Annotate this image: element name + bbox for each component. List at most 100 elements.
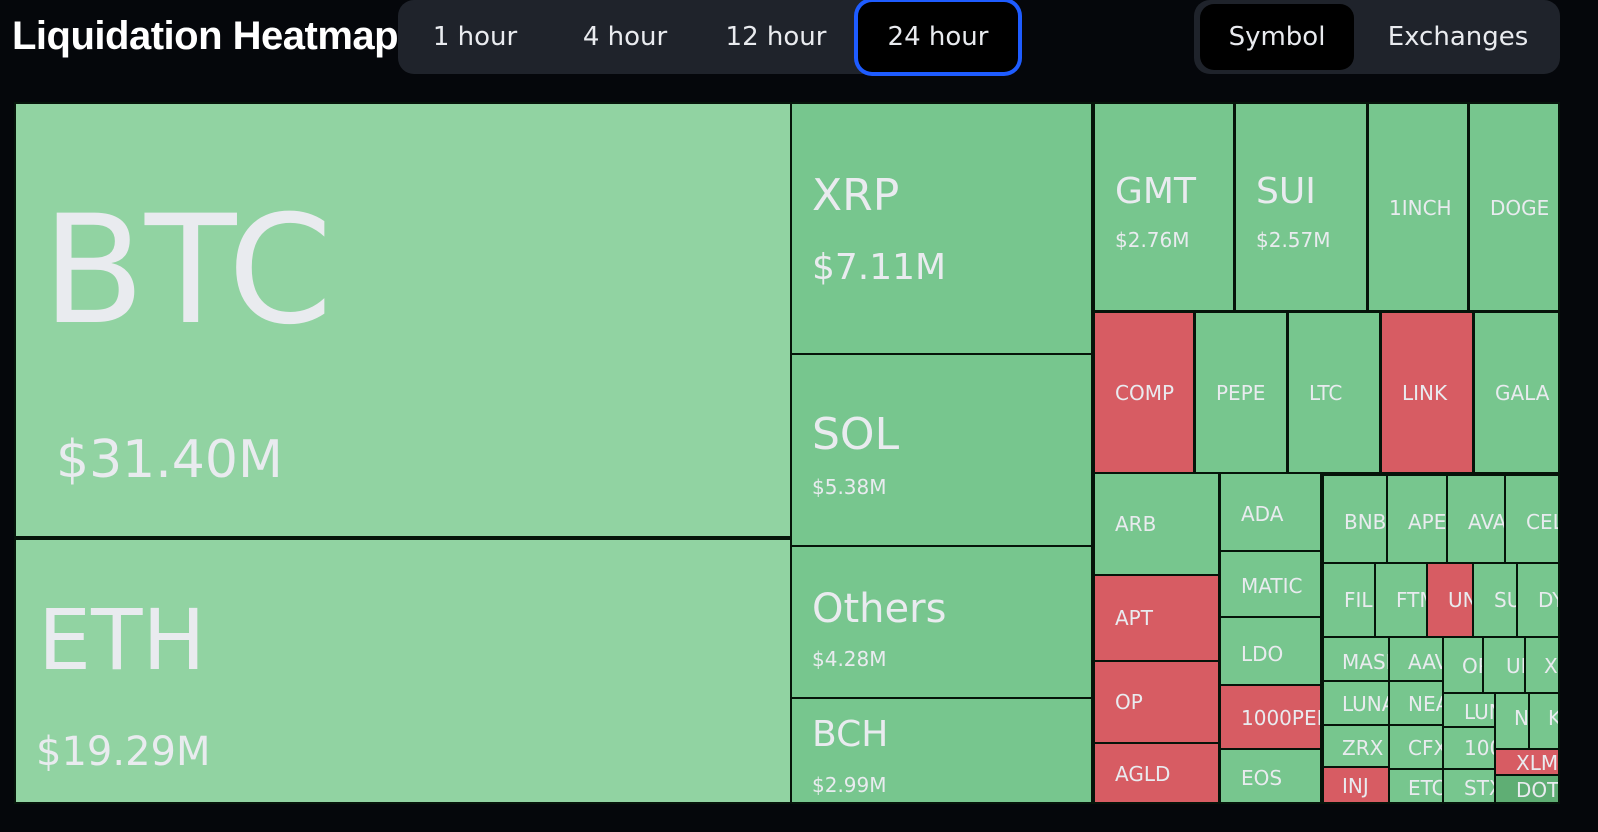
heatmap-tile-apt[interactable]: APT [1093, 574, 1220, 662]
heatmap-tile-xmr[interactable]: XMR [1524, 636, 1560, 694]
heatmap-tile-bch[interactable]: BCH $2.99M [790, 697, 1093, 804]
tile-symbol: COMP [1115, 381, 1175, 405]
tile-symbol: BNB [1344, 510, 1387, 534]
tile-symbol: XRP [812, 170, 900, 221]
tile-symbol: GMT [1115, 171, 1196, 212]
group-by-selector: Symbol Exchanges [1194, 0, 1560, 74]
heatmap-tile-uni[interactable]: UNI [1426, 562, 1474, 638]
heatmap-tile-dydx[interactable]: DYDX [1516, 562, 1560, 638]
tile-symbol: AAVE [1408, 650, 1442, 674]
tile-symbol: OP [1115, 690, 1143, 714]
tile-symbol: MASK [1342, 650, 1388, 674]
tile-symbol: BCH [812, 714, 889, 755]
heatmap-tile-etc[interactable]: ETC [1388, 768, 1444, 804]
heatmap-tile-xrp[interactable]: XRP $7.11M [790, 102, 1093, 355]
tile-symbol: 1000PEPE [1241, 706, 1320, 730]
heatmap-tile-op[interactable]: OP [1093, 660, 1220, 744]
tile-symbol: SUSHI [1494, 588, 1516, 612]
tile-symbol: UNI [1448, 588, 1472, 612]
heatmap-tile-arb[interactable]: ARB [1093, 472, 1220, 576]
heatmap-tile-celo[interactable]: CELO [1504, 474, 1560, 564]
heatmap-tile-sui[interactable]: SUI $2.57M [1234, 102, 1368, 312]
tile-symbol: ADA [1241, 502, 1284, 526]
tile-symbol: DOT [1516, 778, 1560, 802]
tile-symbol: LTC [1309, 381, 1343, 405]
heatmap-tile-gala[interactable]: GALA [1473, 311, 1560, 474]
heatmap-tile-sushi[interactable]: SUSHI [1472, 562, 1518, 638]
heatmap-tile-kava[interactable]: KAVA [1528, 692, 1560, 752]
heatmap-tile-1000pepe[interactable]: 1000PEPE [1219, 684, 1322, 750]
tile-symbol: INJ [1342, 774, 1369, 798]
heatmap-tile-1inch[interactable]: 1INCH [1367, 102, 1469, 312]
liquidation-heatmap: BTC $31.40M ETH $19.29M XRP $7.11M SOL $5.38M Ot… [14, 102, 1560, 804]
heatmap-tile-ape[interactable]: APE [1386, 474, 1448, 564]
tile-symbol: APE [1408, 510, 1447, 534]
time-filter-12h[interactable]: 12 hour [725, 22, 827, 52]
tile-symbol: AGLD [1115, 762, 1171, 786]
tile-symbol: UNFI [1506, 654, 1524, 678]
heatmap-tile-aave[interactable]: AAVE [1388, 636, 1444, 682]
time-filter-1h[interactable]: 1 hour [432, 22, 518, 52]
heatmap-tile-gmt[interactable]: GMT $2.76M [1093, 102, 1235, 312]
heatmap-tile-lunc[interactable]: LUNC [1442, 692, 1496, 728]
heatmap-tile-ldo[interactable]: LDO [1219, 616, 1322, 686]
heatmap-tile-matic[interactable]: MATIC [1219, 550, 1322, 618]
heatmap-tile-doge[interactable]: DOGE [1468, 102, 1560, 312]
heatmap-tile-ltc[interactable]: LTC [1287, 311, 1381, 474]
heatmap-tile-mask[interactable]: MASK [1322, 636, 1390, 682]
time-range-selector: 1 hour 4 hour 12 hour 24 hour [398, 0, 1022, 74]
tile-value: $2.76M [1115, 228, 1190, 252]
tile-symbol: FIL [1344, 588, 1373, 612]
heatmap-tile-ftm[interactable]: FTM [1374, 562, 1428, 638]
tile-symbol: 1000SHIB [1464, 736, 1494, 760]
heatmap-tile-eth[interactable]: ETH $19.29M [14, 538, 792, 804]
tile-symbol: Others [812, 586, 947, 632]
heatmap-tile-pepe[interactable]: PEPE [1194, 311, 1288, 474]
heatmap-tile-zrx[interactable]: ZRX [1322, 724, 1390, 768]
tile-symbol: NEAR [1408, 692, 1442, 716]
tile-symbol: ETH [38, 591, 206, 689]
heatmap-tile-fil[interactable]: FIL [1322, 562, 1376, 638]
heatmap-tile-sol[interactable]: SOL $5.38M [790, 353, 1093, 547]
heatmap-tile-link[interactable]: LINK [1380, 311, 1474, 474]
heatmap-tile-avax[interactable]: AVAX [1446, 474, 1506, 564]
heatmap-tile-stx[interactable]: STX [1442, 768, 1496, 804]
heatmap-tile-btc[interactable]: BTC $31.40M [14, 102, 792, 538]
heatmap-tile-luna[interactable]: LUNA [1322, 680, 1390, 726]
tile-symbol: CELO [1526, 510, 1558, 534]
time-filter-24h[interactable]: 24 hour [858, 2, 1018, 72]
heatmap-tile-inj[interactable]: INJ [1322, 766, 1390, 804]
tile-value: $2.99M [812, 773, 887, 797]
group-filter-exchanges[interactable]: Exchanges [1387, 22, 1529, 52]
tile-symbol: 1INCH [1389, 196, 1452, 220]
tile-symbol: LDO [1241, 642, 1284, 666]
tile-symbol: XMR [1544, 654, 1558, 678]
tile-symbol: NEO [1514, 706, 1529, 730]
heatmap-tile-xlm[interactable]: XLM [1494, 748, 1560, 776]
heatmap-tile-1000shib[interactable]: 1000SHIB [1442, 726, 1496, 770]
tile-symbol: ETC [1408, 776, 1444, 800]
tile-symbol: CFX [1408, 736, 1444, 760]
group-filter-symbol[interactable]: Symbol [1200, 4, 1354, 70]
time-filter-4h[interactable]: 4 hour [582, 22, 668, 52]
heatmap-tile-dot[interactable]: DOT [1494, 774, 1560, 804]
heatmap-tile-unfi[interactable]: UNFI [1482, 636, 1526, 694]
heatmap-tile-op[interactable]: OP [1442, 636, 1484, 694]
heatmap-tile-agld[interactable]: AGLD [1093, 742, 1220, 804]
tile-value: $31.40M [56, 430, 283, 490]
heatmap-tile-cfx[interactable]: CFX [1388, 724, 1444, 770]
heatmap-tile-neo[interactable]: NEO [1494, 692, 1530, 752]
heatmap-tile-bnb[interactable]: BNB [1322, 474, 1388, 564]
heatmap-tile-comp[interactable]: COMP [1093, 311, 1195, 474]
tile-symbol: DYDX [1538, 588, 1558, 612]
heatmap-tile-near[interactable]: NEAR [1388, 680, 1444, 726]
heatmap-tile-eos[interactable]: EOS [1219, 748, 1322, 804]
tile-value: $5.38M [812, 475, 887, 499]
heatmap-tile-ada[interactable]: ADA [1219, 472, 1322, 552]
heatmap-tile-others[interactable]: Others $4.28M [790, 545, 1093, 699]
tile-symbol: XLM [1516, 751, 1559, 775]
tile-symbol: KAVA [1548, 706, 1560, 730]
tile-symbol: AVAX [1468, 510, 1506, 534]
tile-symbol: BTC [42, 184, 333, 358]
tile-value: $19.29M [36, 729, 211, 775]
